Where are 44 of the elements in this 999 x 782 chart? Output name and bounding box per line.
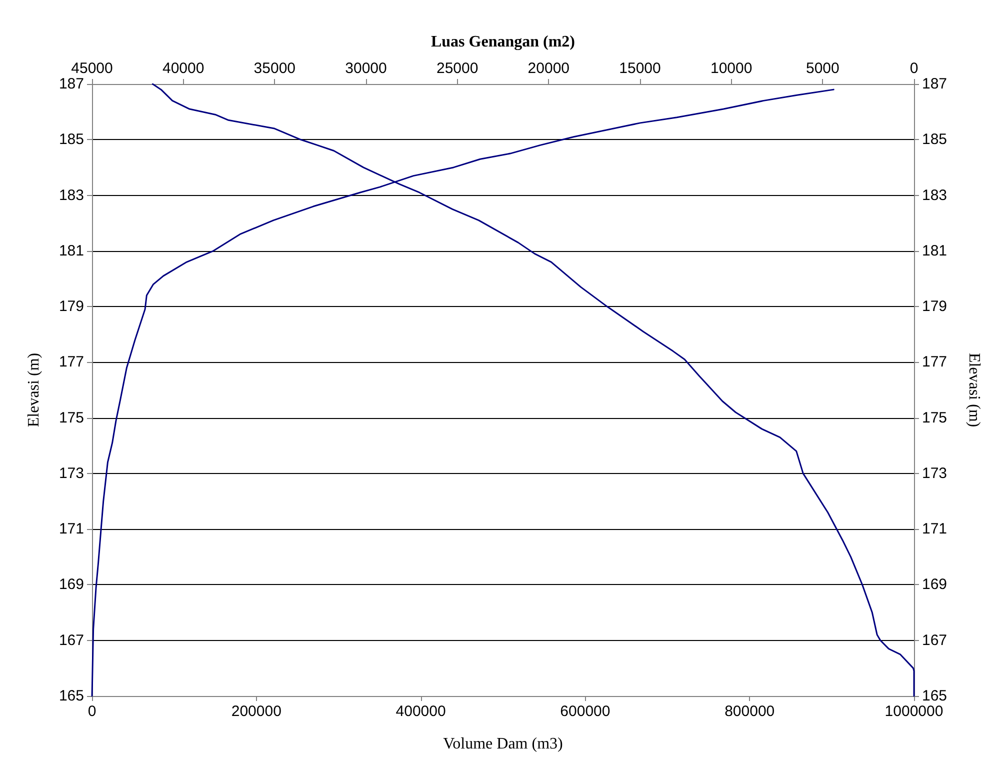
x2-tick-label: 30000 bbox=[345, 60, 387, 77]
y-axis-title: Elevasi (m) bbox=[26, 352, 42, 428]
y-tick-label: 169 bbox=[58, 576, 84, 594]
y-tick-label: 165 bbox=[58, 688, 84, 704]
x2-tick-label: 0 bbox=[910, 60, 918, 77]
y-tick-label: 181 bbox=[58, 242, 84, 260]
y-tick-label: 179 bbox=[58, 298, 84, 316]
y2-tick-label: 165 bbox=[922, 688, 948, 704]
x2-tick-label: 15000 bbox=[619, 60, 661, 77]
x2-tick-label: 5000 bbox=[806, 60, 840, 77]
y-tick-label: 173 bbox=[58, 464, 84, 482]
x-tick-label: 1000000 bbox=[884, 703, 944, 720]
x2-axis-title: Luas Genangan (m2) bbox=[430, 34, 576, 50]
y2-tick-label: 167 bbox=[922, 632, 948, 649]
x-tick-label: 200000 bbox=[231, 703, 282, 720]
y2-tick-label: 179 bbox=[922, 298, 948, 316]
y-tick-label: 187 bbox=[58, 76, 84, 92]
y2-tick-label: 183 bbox=[922, 186, 948, 204]
y2-tick-label: 169 bbox=[922, 576, 948, 594]
y2-tick-label: 175 bbox=[922, 409, 948, 426]
y2-tick-label: 185 bbox=[922, 131, 948, 148]
y-tick-label: 183 bbox=[58, 186, 84, 204]
y2-tick-label: 187 bbox=[922, 76, 948, 92]
y2-tick-label: 181 bbox=[922, 242, 948, 260]
y-tick-label: 171 bbox=[58, 520, 84, 538]
y-tick-label: 177 bbox=[58, 354, 84, 371]
x-tick-label: 800000 bbox=[724, 703, 775, 720]
x2-tick-label: 40000 bbox=[162, 60, 204, 77]
x-tick-label: 400000 bbox=[396, 703, 446, 720]
x-tick-label: 600000 bbox=[560, 703, 610, 720]
x-axis-title: Volume Dam (m3) bbox=[443, 736, 563, 752]
x-tick-label: 0 bbox=[88, 703, 96, 720]
y-tick-label: 167 bbox=[58, 632, 84, 649]
x2-tick-label: 25000 bbox=[436, 60, 478, 77]
x2-tick-label: 10000 bbox=[710, 60, 752, 77]
y2-tick-label: 173 bbox=[922, 464, 948, 482]
y2-tick-label: 177 bbox=[922, 354, 948, 371]
y-tick-label: 175 bbox=[58, 409, 84, 426]
y2-tick-label: 171 bbox=[922, 520, 948, 538]
x2-tick-label: 35000 bbox=[254, 60, 296, 77]
x2-tick-label: 45000 bbox=[71, 60, 113, 77]
y2-axis-title: Elevasi (m) bbox=[966, 352, 982, 428]
y-tick-label: 185 bbox=[58, 131, 84, 148]
x2-tick-label: 20000 bbox=[528, 60, 570, 77]
